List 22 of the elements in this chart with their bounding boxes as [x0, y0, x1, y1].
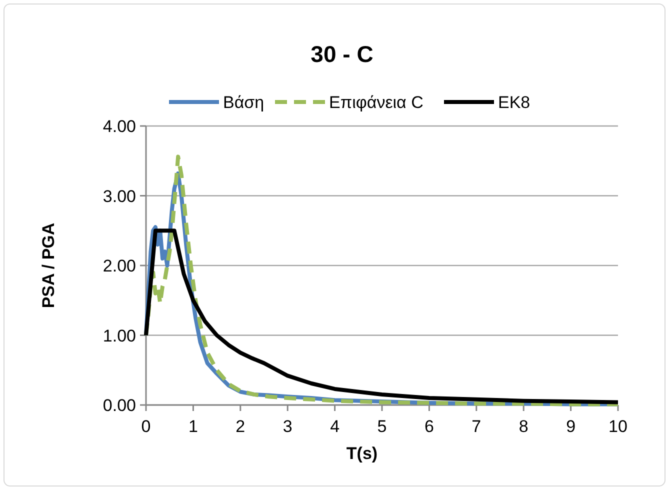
legend-label: EK8 — [498, 93, 530, 112]
legend-label: Βάση — [223, 93, 264, 112]
x-tick-label: 9 — [566, 417, 576, 436]
y-axis-title: PSA / PGA — [39, 222, 58, 308]
x-tick-label: 4 — [330, 417, 340, 436]
chart-title: 30 - C — [310, 41, 374, 67]
x-tick-label: 10 — [608, 417, 628, 436]
y-tick-label: 4.00 — [102, 117, 136, 136]
x-tick-label: 8 — [518, 417, 528, 436]
y-tick-label: 0.00 — [102, 396, 136, 415]
x-tick-label: 3 — [282, 417, 292, 436]
x-tick-label: 5 — [377, 417, 387, 436]
legend-label: Επιφάνεια C — [329, 93, 424, 112]
y-tick-label: 2.00 — [102, 256, 136, 276]
x-tick-label: 0 — [141, 417, 151, 436]
y-tick-label: 1.00 — [102, 326, 136, 346]
x-axis-title: T(s) — [346, 444, 378, 463]
x-tick-label: 1 — [188, 417, 198, 436]
y-tick-label: 3.00 — [102, 186, 136, 206]
x-tick-label: 6 — [424, 417, 434, 436]
x-tick-label: 2 — [236, 417, 246, 436]
x-tick-label: 7 — [472, 417, 482, 436]
